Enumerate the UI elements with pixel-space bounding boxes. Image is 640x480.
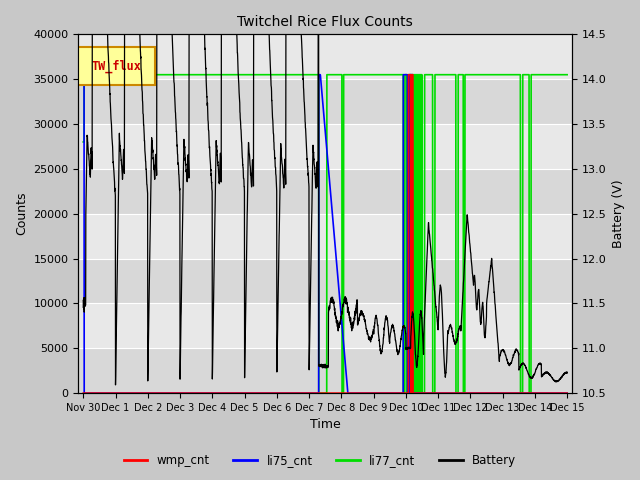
Legend: wmp_cnt, li75_cnt, li77_cnt, Battery: wmp_cnt, li75_cnt, li77_cnt, Battery (119, 449, 521, 472)
X-axis label: Time: Time (310, 419, 340, 432)
Bar (79, 348, 572, 393)
Bar (79, 124, 572, 169)
Bar (79, 35, 572, 79)
Bar (79, 79, 572, 124)
Bar (79, 214, 572, 259)
Bar (79, 303, 572, 348)
Y-axis label: Battery (V): Battery (V) (612, 180, 625, 248)
Bar (79, 169, 572, 214)
Bar (79, 259, 572, 303)
Title: Twitchel Rice Flux Counts: Twitchel Rice Flux Counts (237, 15, 413, 29)
Text: TW_flux: TW_flux (92, 59, 142, 72)
FancyBboxPatch shape (79, 47, 155, 84)
Y-axis label: Counts: Counts (15, 192, 28, 236)
